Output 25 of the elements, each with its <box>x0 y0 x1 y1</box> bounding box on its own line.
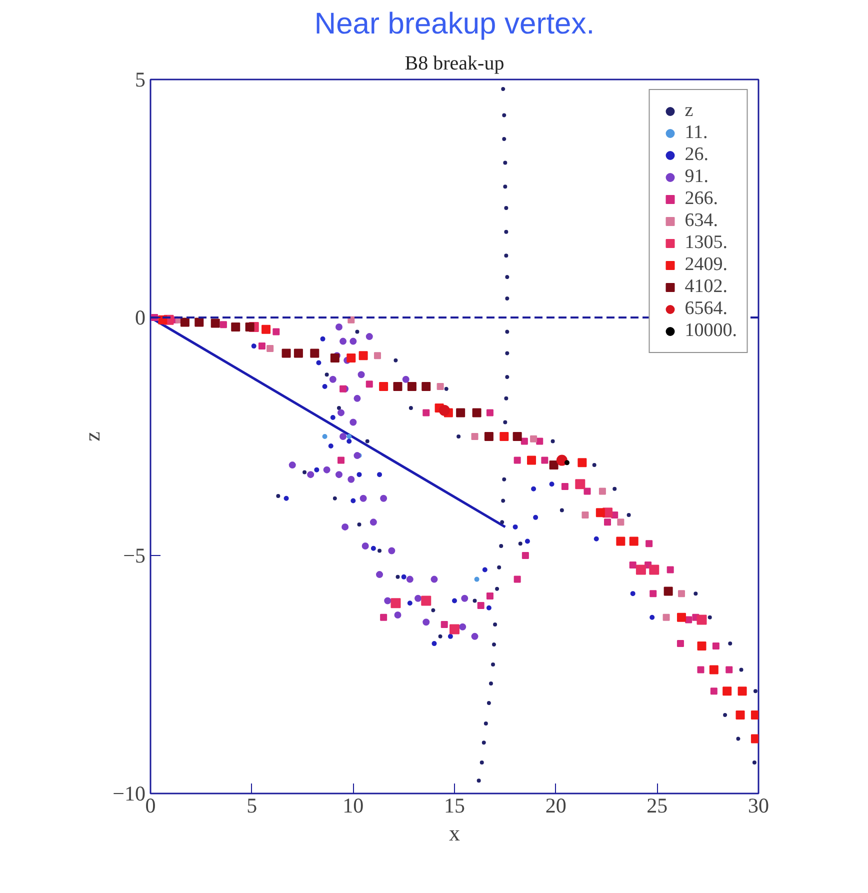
x-tick-label: 5 <box>246 794 258 818</box>
y-tick-label: −5 <box>123 544 146 568</box>
x-tick-label: 25 <box>646 794 668 818</box>
y-tick-label: 0 <box>135 306 146 330</box>
x-tick-label: 20 <box>545 794 566 818</box>
legend-label: 11. <box>684 122 708 144</box>
legend-label: 6564. <box>684 298 728 320</box>
chart-subtitle: B8 break-up <box>404 52 504 74</box>
x-tick-label: 30 <box>748 794 769 818</box>
x-axis-title: x <box>449 820 460 846</box>
legend-label: 266. <box>684 188 718 210</box>
y-tick-label: 5 <box>135 68 146 92</box>
legend-label: 634. <box>684 210 718 232</box>
x-tick-label: 10 <box>342 794 364 818</box>
legend-label: 1305. <box>684 232 728 254</box>
legend-label: 10000. <box>684 320 737 342</box>
chart-title: Near breakup vertex. <box>314 8 595 40</box>
legend-label: 4102. <box>684 276 728 298</box>
x-tick-label: 15 <box>444 794 465 818</box>
y-axis-title: z <box>80 431 105 442</box>
legend-label: 91. <box>684 166 708 188</box>
y-tick-label: −10 <box>112 782 146 806</box>
legend-label: 2409. <box>684 254 728 276</box>
legend-label: 26. <box>684 144 708 166</box>
legend-label: z <box>684 100 694 122</box>
